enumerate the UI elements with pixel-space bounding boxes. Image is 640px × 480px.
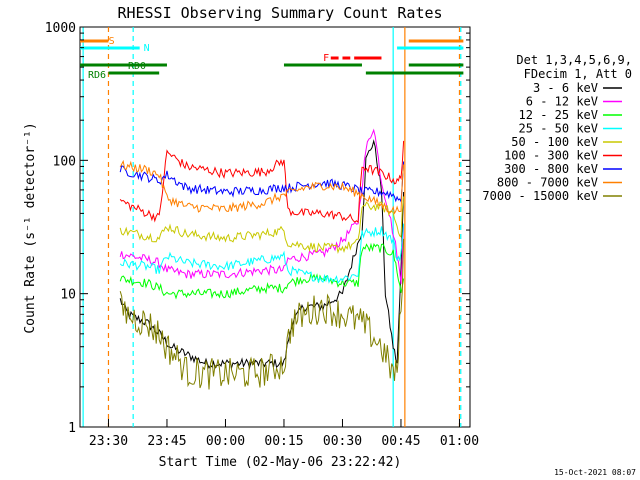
legend-label-3: 25 - 50 keV (519, 122, 598, 136)
legend: Det 1,3,4,5,6,9, FDecim 1, Att 0 3 - 6 k… (482, 53, 632, 203)
series-line-5 (119, 140, 405, 224)
legend-label-1: 6 - 12 keV (526, 95, 598, 109)
flag-label-rd6: RD6 (88, 70, 106, 81)
series-line-1 (119, 128, 405, 284)
legend-label-6: 300 - 800 keV (504, 162, 598, 176)
x-tick-label-4: 00:30 (323, 434, 362, 449)
y-axis-label: Count Rate (s⁻¹ detector⁻¹) (23, 122, 38, 333)
legend-label-4: 50 - 100 keV (511, 135, 598, 149)
legend-label-5: 100 - 300 keV (504, 149, 598, 163)
series-line-4 (119, 196, 405, 255)
x-tick-label-5: 00:45 (381, 434, 420, 449)
x-tick-label-6: 01:00 (440, 434, 479, 449)
series-line-7 (119, 159, 405, 215)
legend-label-0: 3 - 6 keV (533, 81, 598, 95)
x-tick-label-0: 23:30 (89, 434, 128, 449)
flag-label-n: N (144, 43, 150, 54)
series-line-3 (119, 223, 405, 284)
y-tick-label-0: 1 (68, 421, 76, 436)
series-line-6 (119, 161, 405, 204)
series-line-8 (119, 238, 405, 390)
series-line-2 (119, 242, 405, 300)
x-tick-label-2: 00:00 (206, 434, 245, 449)
legend-header-line-1: Det 1,3,4,5,6,9, (516, 53, 632, 67)
y-tick-label-1: 10 (60, 288, 76, 303)
x-axis-label: Start Time (02-May-06 23:22:42) (159, 455, 402, 470)
vertical-markers (82, 27, 462, 427)
legend-label-2: 12 - 25 keV (519, 108, 598, 122)
flag-label-s: S (109, 36, 115, 47)
y-tick-label-2: 100 (53, 154, 76, 169)
legend-header-line-2: FDecim 1, Att 0 (524, 67, 632, 81)
chart-title: RHESSI Observing Summary Count Rates (117, 4, 442, 22)
flag-label-rd0: RD0 (128, 61, 146, 72)
flag-bars: S N F RD0 RD6 (80, 36, 464, 81)
plot-area: S N F RD0 RD6 23:30 23:45 00:00 00:15 00:30 00:45… (45, 21, 479, 449)
axis-ticks: 23:30 23:45 00:00 00:15 00:30 00:45 01:00 1 10 10… (45, 21, 479, 449)
plot-frame (79, 26, 471, 428)
generation-timestamp: 15-Oct-2021 08:07 (554, 468, 636, 477)
legend-label-8: 7000 - 15000 keV (482, 189, 598, 203)
x-tick-label-1: 23:45 (147, 434, 186, 449)
series-lines (119, 128, 405, 390)
y-tick-label-3: 1000 (45, 21, 76, 36)
x-tick-label-3: 00:15 (264, 434, 303, 449)
flag-label-f: F (323, 53, 329, 64)
legend-label-7: 800 - 7000 keV (497, 176, 598, 190)
